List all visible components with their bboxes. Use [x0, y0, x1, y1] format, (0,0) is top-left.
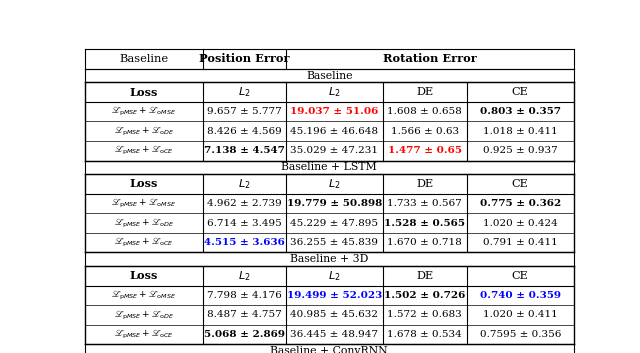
Text: 1.670 ± 0.718: 1.670 ± 0.718: [387, 238, 462, 247]
Text: $L_2$: $L_2$: [328, 177, 340, 191]
Text: CE: CE: [512, 87, 529, 97]
Text: $\mathscr{L}_{\mathrm{p}MSE} + \mathscr{L}_{\mathrm{o}DE}$: $\mathscr{L}_{\mathrm{p}MSE} + \mathscr{…: [114, 125, 174, 138]
Text: 1.733 ± 0.567: 1.733 ± 0.567: [387, 199, 462, 208]
Text: 0.7595 ± 0.356: 0.7595 ± 0.356: [479, 330, 561, 339]
Text: Baseline + 3D: Baseline + 3D: [290, 254, 369, 264]
Text: DE: DE: [416, 271, 433, 281]
Text: 36.255 ± 45.839: 36.255 ± 45.839: [290, 238, 378, 247]
Text: $L_2$: $L_2$: [238, 85, 251, 99]
Text: 40.985 ± 45.632: 40.985 ± 45.632: [290, 311, 378, 319]
Text: 45.229 ± 47.895: 45.229 ± 47.895: [290, 219, 378, 228]
Text: $L_2$: $L_2$: [328, 269, 340, 283]
Text: 1.572 ± 0.683: 1.572 ± 0.683: [387, 311, 462, 319]
Text: 4.962 ± 2.739: 4.962 ± 2.739: [207, 199, 282, 208]
Text: $\mathscr{L}_{\mathrm{p}MSE} + \mathscr{L}_{\mathrm{o}CE}$: $\mathscr{L}_{\mathrm{p}MSE} + \mathscr{…: [114, 328, 174, 341]
Text: 36.445 ± 48.947: 36.445 ± 48.947: [290, 330, 378, 339]
Text: 1.477 ± 0.65: 1.477 ± 0.65: [388, 146, 461, 155]
Text: $\mathscr{L}_{\mathrm{p}MSE} + \mathscr{L}_{\mathrm{o}CE}$: $\mathscr{L}_{\mathrm{p}MSE} + \mathscr{…: [114, 144, 174, 157]
Text: 1.020 ± 0.411: 1.020 ± 0.411: [483, 311, 557, 319]
Text: CE: CE: [512, 271, 529, 281]
Text: 1.608 ± 0.658: 1.608 ± 0.658: [387, 107, 462, 116]
Text: $\mathscr{L}_{\mathrm{p}MSE} + \mathscr{L}_{\mathrm{o}MSE}$: $\mathscr{L}_{\mathrm{p}MSE} + \mathscr{…: [111, 197, 177, 210]
Text: $\mathscr{L}_{\mathrm{p}MSE} + \mathscr{L}_{\mathrm{o}DE}$: $\mathscr{L}_{\mathrm{p}MSE} + \mathscr{…: [114, 216, 174, 230]
Text: 1.018 ± 0.411: 1.018 ± 0.411: [483, 127, 557, 136]
Text: $L_2$: $L_2$: [238, 269, 251, 283]
Text: $\mathscr{L}_{\mathrm{p}MSE} + \mathscr{L}_{\mathrm{o}DE}$: $\mathscr{L}_{\mathrm{p}MSE} + \mathscr{…: [114, 309, 174, 322]
Text: Baseline + ConvRNN: Baseline + ConvRNN: [271, 346, 388, 353]
Text: 0.775 ± 0.362: 0.775 ± 0.362: [479, 199, 561, 208]
Text: 1.528 ± 0.565: 1.528 ± 0.565: [384, 219, 465, 228]
Text: 9.657 ± 5.777: 9.657 ± 5.777: [207, 107, 282, 116]
Text: $L_2$: $L_2$: [328, 85, 340, 99]
Text: Rotation Error: Rotation Error: [383, 53, 477, 65]
Text: $L_2$: $L_2$: [238, 177, 251, 191]
Text: 4.515 ± 3.636: 4.515 ± 3.636: [204, 238, 285, 247]
Text: 1.566 ± 0.63: 1.566 ± 0.63: [390, 127, 459, 136]
Text: DE: DE: [416, 87, 433, 97]
Text: Baseline: Baseline: [120, 54, 168, 64]
Text: 6.714 ± 3.495: 6.714 ± 3.495: [207, 219, 282, 228]
Text: 19.037 ± 51.06: 19.037 ± 51.06: [290, 107, 378, 116]
Text: 0.803 ± 0.357: 0.803 ± 0.357: [480, 107, 561, 116]
Text: 7.798 ± 4.176: 7.798 ± 4.176: [207, 291, 282, 300]
Text: 7.138 ± 4.547: 7.138 ± 4.547: [204, 146, 285, 155]
Text: 35.029 ± 47.231: 35.029 ± 47.231: [290, 146, 378, 155]
Text: CE: CE: [512, 179, 529, 189]
Text: Baseline: Baseline: [306, 71, 353, 80]
Text: 5.068 ± 2.869: 5.068 ± 2.869: [204, 330, 285, 339]
Text: 0.740 ± 0.359: 0.740 ± 0.359: [480, 291, 561, 300]
Text: 1.502 ± 0.726: 1.502 ± 0.726: [384, 291, 465, 300]
Text: 1.678 ± 0.534: 1.678 ± 0.534: [387, 330, 462, 339]
Text: $\mathscr{L}_{\mathrm{p}MSE} + \mathscr{L}_{\mathrm{o}MSE}$: $\mathscr{L}_{\mathrm{p}MSE} + \mathscr{…: [111, 105, 177, 118]
Text: Loss: Loss: [130, 179, 158, 190]
Text: 0.791 ± 0.411: 0.791 ± 0.411: [483, 238, 557, 247]
Text: DE: DE: [416, 179, 433, 189]
Text: $\mathscr{L}_{\mathrm{p}MSE} + \mathscr{L}_{\mathrm{o}CE}$: $\mathscr{L}_{\mathrm{p}MSE} + \mathscr{…: [114, 236, 174, 249]
Text: $\mathscr{L}_{\mathrm{p}MSE} + \mathscr{L}_{\mathrm{o}MSE}$: $\mathscr{L}_{\mathrm{p}MSE} + \mathscr{…: [111, 289, 177, 302]
Text: 0.925 ± 0.937: 0.925 ± 0.937: [483, 146, 557, 155]
Text: 19.499 ± 52.023: 19.499 ± 52.023: [287, 291, 382, 300]
Text: Position Error: Position Error: [199, 53, 290, 65]
Text: Baseline + LSTM: Baseline + LSTM: [282, 162, 377, 172]
Text: Loss: Loss: [130, 86, 158, 97]
Text: 8.487 ± 4.757: 8.487 ± 4.757: [207, 311, 282, 319]
Text: 8.426 ± 4.569: 8.426 ± 4.569: [207, 127, 282, 136]
Text: 45.196 ± 46.648: 45.196 ± 46.648: [290, 127, 378, 136]
Text: Loss: Loss: [130, 270, 158, 281]
Text: 19.779 ± 50.898: 19.779 ± 50.898: [287, 199, 382, 208]
Text: 1.020 ± 0.424: 1.020 ± 0.424: [483, 219, 557, 228]
